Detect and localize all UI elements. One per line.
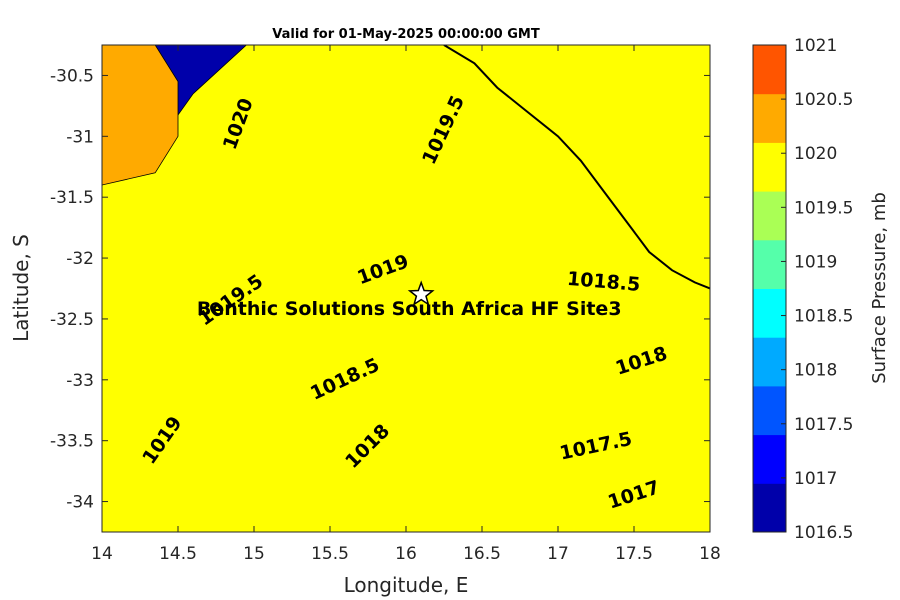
x-tick-label: 16 <box>395 544 417 564</box>
coastline <box>443 45 710 290</box>
colorbar-segment <box>753 385 786 436</box>
y-axis-label: Latitude, S <box>9 234 33 342</box>
colorbar-segment <box>753 239 786 289</box>
colorbar-tick-label: 1019 <box>794 252 837 272</box>
y-tick-label: -31.5 <box>50 188 94 208</box>
x-tick-label: 14 <box>91 544 113 564</box>
x-tick-label: 17.5 <box>615 544 653 564</box>
x-tick-label: 15 <box>243 544 265 564</box>
colorbar-segment <box>753 288 786 338</box>
y-tick-label: -32.5 <box>50 310 94 330</box>
x-tick-label: 14.5 <box>159 544 197 564</box>
colorbar-segment <box>753 191 786 241</box>
site-marker: Benthic Solutions South Africa HF Site3 <box>197 280 622 320</box>
y-tick-label: -33.5 <box>50 432 94 452</box>
x-axis-ticks: 14 14.5 15 15.5 16 16.5 17 17.5 18 <box>91 45 721 564</box>
colorbar-frame <box>752 44 787 533</box>
x-tick-label: 17 <box>547 544 569 564</box>
colorbar-segment <box>753 483 786 533</box>
y-tick-label: -34 <box>66 493 94 513</box>
colorbar-tick-label: 1017.5 <box>794 415 853 435</box>
colorbar-tick-label: 1021 <box>794 36 837 56</box>
colorbar: 1016.5 1017 1017.5 1018 1018.5 1019 1019.5 1020… <box>752 36 853 543</box>
x-tick-label: 18 <box>699 544 721 564</box>
colorbar-tick-label: 1020.5 <box>794 90 853 110</box>
colorbar-tick-label: 1017 <box>794 469 837 489</box>
colorbar-tick-label: 1019.5 <box>794 198 853 218</box>
colorbar-tick-label: 1020 <box>794 144 837 164</box>
x-axis-label: Longitude, E <box>344 573 469 597</box>
y-tick-label: -33 <box>66 371 94 391</box>
colorbar-tick-label: 1018.5 <box>794 307 853 327</box>
colorbar-label: Surface Pressure, mb <box>869 192 890 384</box>
x-tick-label: 16.5 <box>463 544 501 564</box>
y-tick-label: -32 <box>66 249 94 269</box>
y-tick-label: -30.5 <box>50 66 94 86</box>
chart-title: Valid for 01-May-2025 00:00:00 GMT <box>272 27 540 42</box>
colorbar-tick-label: 1016.5 <box>794 523 853 543</box>
y-axis-ticks: -34 -33.5 -33 -32.5 -32 -31.5 -31 -30.5 <box>50 66 710 513</box>
colorbar-tick-label: 1018 <box>794 361 837 381</box>
site-name: Benthic Solutions South Africa HF Site3 <box>197 298 622 320</box>
contour-bands <box>102 45 710 532</box>
colorbar-segment <box>753 142 786 192</box>
x-tick-label: 15.5 <box>311 544 349 564</box>
colorbar-segment <box>753 45 786 95</box>
y-tick-label: -31 <box>66 127 94 147</box>
colorbar-segment <box>753 337 786 387</box>
contour-band-8 <box>102 45 179 186</box>
colorbar-segment <box>753 434 786 484</box>
site-star-icon <box>407 280 435 307</box>
colorbar-segment <box>753 93 786 143</box>
